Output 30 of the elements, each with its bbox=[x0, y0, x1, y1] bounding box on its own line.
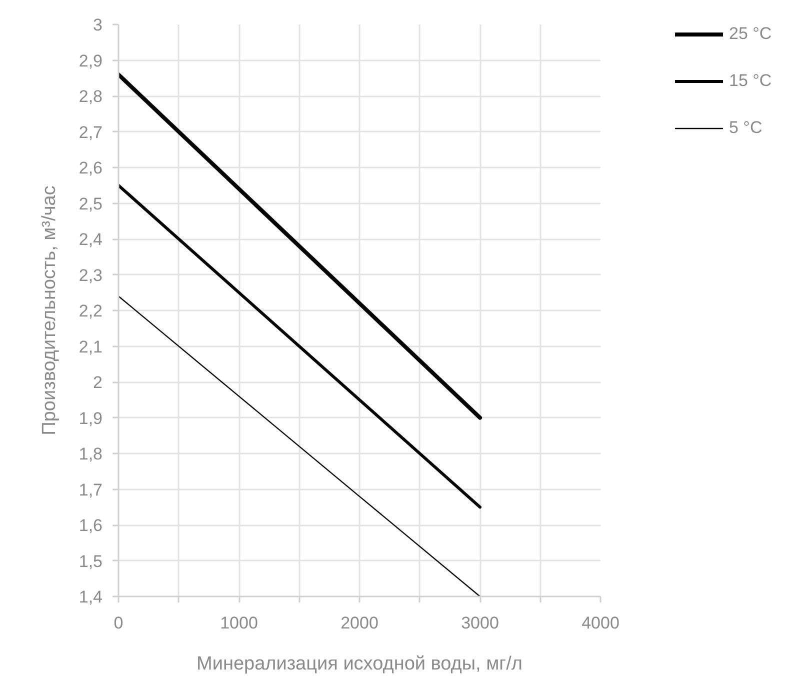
x-tick-label: 3000 bbox=[461, 614, 499, 632]
x-tick-label: 0 bbox=[114, 614, 124, 632]
y-tick-label: 2,3 bbox=[78, 266, 103, 285]
y-tick-label: 2,1 bbox=[78, 337, 103, 356]
y-tick-label: 2,4 bbox=[78, 230, 103, 249]
y-tick-label: 2,7 bbox=[78, 122, 103, 142]
y-tick-label: 2 bbox=[93, 373, 103, 392]
y-tick-label: 2,6 bbox=[78, 158, 103, 178]
y-tick-label: 1,8 bbox=[78, 444, 103, 464]
legend-label: 25 °C bbox=[729, 24, 772, 44]
y-tick-label: 1,5 bbox=[78, 552, 103, 571]
line-series bbox=[118, 184, 482, 509]
x-tick-label: 2000 bbox=[340, 614, 378, 632]
line-series bbox=[118, 72, 482, 420]
y-tick-label: 3 bbox=[93, 16, 103, 34]
x-axis-title: Минерализация исходной воды, мг/л bbox=[196, 654, 522, 674]
y-tick-label: 1,6 bbox=[78, 516, 103, 535]
y-tick-label: 2,9 bbox=[78, 51, 103, 70]
y-tick-label: 1,9 bbox=[78, 408, 103, 428]
legend-label: 5 °C bbox=[729, 118, 762, 138]
y-axis-title: Производительность, м³/час bbox=[38, 186, 60, 436]
y-tick-label: 1,4 bbox=[78, 588, 103, 606]
x-tick-label: 1000 bbox=[220, 614, 258, 632]
y-tick-label: 2,2 bbox=[78, 302, 103, 320]
y-tick-label: 2,5 bbox=[78, 194, 103, 214]
line-series bbox=[118, 296, 481, 596]
x-tick-label: 4000 bbox=[582, 614, 620, 632]
y-tick-label: 1,7 bbox=[78, 480, 103, 500]
legend-label: 15 °C bbox=[729, 71, 772, 91]
y-tick-label: 2,8 bbox=[78, 87, 103, 106]
